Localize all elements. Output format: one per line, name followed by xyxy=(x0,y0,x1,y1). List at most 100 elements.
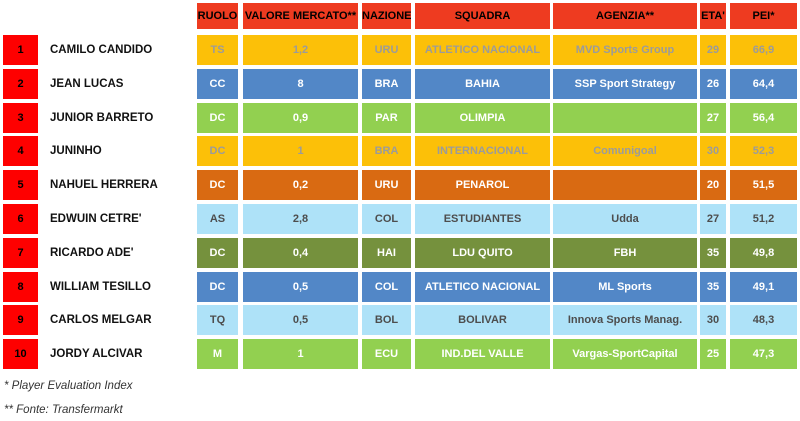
club-cell: ATLETICO NACIONAL xyxy=(415,271,550,302)
pei-cell: 47,3 xyxy=(730,339,797,370)
market-value-cell: 0,5 xyxy=(243,305,358,336)
nation-cell: BOL xyxy=(362,305,411,336)
role-cell: DC xyxy=(197,102,238,133)
player-name: JUNINHO xyxy=(50,145,102,158)
role-cell: DC xyxy=(197,237,238,268)
market-value-cell: 1,2 xyxy=(243,35,358,65)
pei-cell: 56,4 xyxy=(730,102,797,133)
header-valore-mercato: VALORE MERCATO** xyxy=(243,3,358,29)
club-cell: PENAROL xyxy=(415,170,550,201)
rank-cell: 7 xyxy=(3,237,38,268)
age-cell: 35 xyxy=(700,237,726,268)
player-name: JUNIOR BARRETO xyxy=(50,111,154,124)
rank-cell: 3 xyxy=(3,102,38,133)
agency-cell: ML Sports xyxy=(553,271,697,302)
market-value-cell: 0,2 xyxy=(243,170,358,201)
player-name: CAMILO CANDIDO xyxy=(50,44,153,56)
role-cell: DC xyxy=(197,271,238,302)
player-name: EDWUIN CETRE' xyxy=(50,213,142,225)
club-cell: ESTUDIANTES xyxy=(415,204,550,234)
table-row: 1 CAMILO CANDIDO TS 1,2 URU ATLETICO NAC… xyxy=(0,35,800,65)
nation-cell: HAI xyxy=(362,237,411,268)
club-cell: BAHIA xyxy=(415,68,550,99)
agency-cell: Vargas-SportCapital xyxy=(553,339,697,370)
rank-cell: 9 xyxy=(3,305,38,336)
agency-cell: Udda xyxy=(553,204,697,234)
age-cell: 27 xyxy=(700,102,726,133)
club-cell: ATLETICO NACIONAL xyxy=(415,35,550,65)
rank-cell: 8 xyxy=(3,271,38,302)
pei-cell: 66,9 xyxy=(730,35,797,65)
table-row: 8 WILLIAM TESILLO DC 0,5 COL ATLETICO NA… xyxy=(0,271,800,302)
agency-cell: FBH xyxy=(553,237,697,268)
footnote-fonte: ** Fonte: Transfermarkt xyxy=(4,404,123,416)
rank-cell: 6 xyxy=(3,204,38,234)
pei-cell: 51,5 xyxy=(730,170,797,201)
rank-cell: 2 xyxy=(3,68,38,99)
agency-cell xyxy=(553,102,697,133)
role-cell: CC xyxy=(197,68,238,99)
header-nazione: NAZIONE xyxy=(362,3,411,29)
table-row: 10 JORDY ALCIVAR M 1 ECU IND.DEL VALLE V… xyxy=(0,339,800,370)
player-name: WILLIAM TESILLO xyxy=(50,280,151,293)
agency-cell: Comunigoal xyxy=(553,136,697,167)
pei-cell: 52,3 xyxy=(730,136,797,167)
club-cell: LDU QUITO xyxy=(415,237,550,268)
player-name: NAHUEL HERRERA xyxy=(50,179,158,192)
role-cell: TS xyxy=(197,35,238,65)
nation-cell: URU xyxy=(362,35,411,65)
market-value-cell: 8 xyxy=(243,68,358,99)
rank-cell: 10 xyxy=(3,339,38,370)
table-row: 3 JUNIOR BARRETO DC 0,9 PAR OLIMPIA 27 5… xyxy=(0,102,800,133)
role-cell: M xyxy=(197,339,238,370)
age-cell: 29 xyxy=(700,35,726,65)
nation-cell: URU xyxy=(362,170,411,201)
club-cell: INTERNACIONAL xyxy=(415,136,550,167)
market-value-cell: 1 xyxy=(243,339,358,370)
age-cell: 27 xyxy=(700,204,726,234)
table-row: 6 EDWUIN CETRE' AS 2,8 COL ESTUDIANTES U… xyxy=(0,204,800,234)
nation-cell: PAR xyxy=(362,102,411,133)
table-row: 2 JEAN LUCAS CC 8 BRA BAHIA SSP Sport St… xyxy=(0,68,800,99)
nation-cell: COL xyxy=(362,271,411,302)
age-cell: 30 xyxy=(700,136,726,167)
pei-cell: 64,4 xyxy=(730,68,797,99)
age-cell: 30 xyxy=(700,305,726,336)
player-name: RICARDO ADE' xyxy=(50,246,134,259)
club-cell: IND.DEL VALLE xyxy=(415,339,550,370)
role-cell: DC xyxy=(197,170,238,201)
rank-cell: 4 xyxy=(3,136,38,167)
role-cell: TQ xyxy=(197,305,238,336)
age-cell: 35 xyxy=(700,271,726,302)
age-cell: 25 xyxy=(700,339,726,370)
table-row: 9 CARLOS MELGAR TQ 0,5 BOL BOLIVAR Innov… xyxy=(0,305,800,336)
nation-cell: ECU xyxy=(362,339,411,370)
agency-cell: SSP Sport Strategy xyxy=(553,68,697,99)
nation-cell: BRA xyxy=(362,68,411,99)
player-name: JORDY ALCIVAR xyxy=(50,348,143,361)
market-value-cell: 1 xyxy=(243,136,358,167)
pei-cell: 51,2 xyxy=(730,204,797,234)
header-eta: ETA' xyxy=(700,3,726,29)
nation-cell: BRA xyxy=(362,136,411,167)
agency-cell xyxy=(553,170,697,201)
pei-cell: 49,8 xyxy=(730,237,797,268)
player-name: JEAN LUCAS xyxy=(50,77,124,90)
market-value-cell: 2,8 xyxy=(243,204,358,234)
header-squadra: SQUADRA xyxy=(415,3,550,29)
rank-cell: 1 xyxy=(3,35,38,65)
header-pei: PEI* xyxy=(730,3,797,29)
role-cell: AS xyxy=(197,204,238,234)
pei-cell: 48,3 xyxy=(730,305,797,336)
club-cell: BOLIVAR xyxy=(415,305,550,336)
footnote-pei: * Player Evaluation Index xyxy=(4,380,133,392)
club-cell: OLIMPIA xyxy=(415,102,550,133)
market-value-cell: 0,5 xyxy=(243,271,358,302)
age-cell: 20 xyxy=(700,170,726,201)
role-cell: DC xyxy=(197,136,238,167)
agency-cell: Innova Sports Manag. xyxy=(553,305,697,336)
player-name: CARLOS MELGAR xyxy=(50,314,152,327)
age-cell: 26 xyxy=(700,68,726,99)
header-agenzia: AGENZIA** xyxy=(553,3,697,29)
